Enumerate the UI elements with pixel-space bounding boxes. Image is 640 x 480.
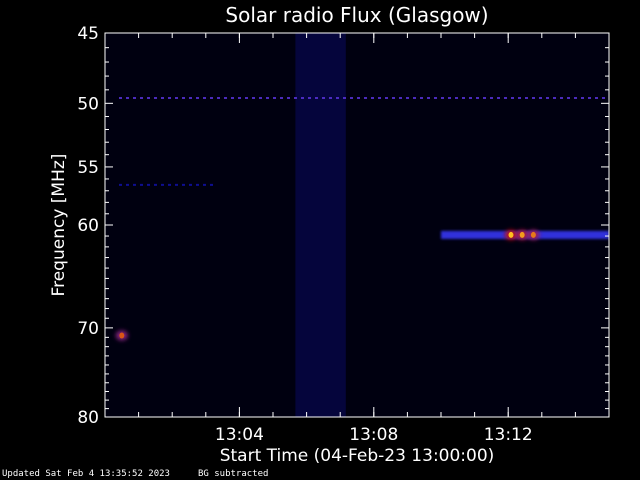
x-tick-label: 13:08 [349, 425, 398, 445]
y-tick-label: 50 [77, 94, 99, 114]
radio-burst [530, 231, 536, 238]
x-axis: 13:04 13:08 13:12 [138, 33, 576, 445]
plot-area [105, 33, 609, 417]
radio-burst [508, 231, 514, 238]
y-tick-label: 70 [77, 319, 99, 339]
radio-burst [119, 332, 125, 339]
vertical-noise-band [295, 33, 346, 417]
x-tick-label: 13:04 [215, 425, 264, 445]
y-tick-label: 45 [77, 24, 99, 44]
y-axis: 45 50 55 60 70 80 [77, 24, 609, 428]
chart-title: Solar radio Flux (Glasgow) [225, 3, 488, 27]
y-axis-label: Frequency [MHz] [49, 154, 69, 297]
spectrogram-data [115, 33, 609, 417]
radio-burst [519, 231, 525, 238]
updated-timestamp: Updated Sat Feb 4 13:35:52 2023 [2, 469, 170, 479]
y-tick-label: 60 [77, 216, 99, 236]
y-tick-label: 55 [77, 158, 99, 178]
x-tick-label: 13:12 [484, 425, 533, 445]
background-subtracted-note: BG subtracted [198, 469, 269, 479]
x-axis-label: Start Time (04-Feb-23 13:00:00) [220, 446, 495, 466]
y-tick-label: 80 [77, 408, 99, 428]
